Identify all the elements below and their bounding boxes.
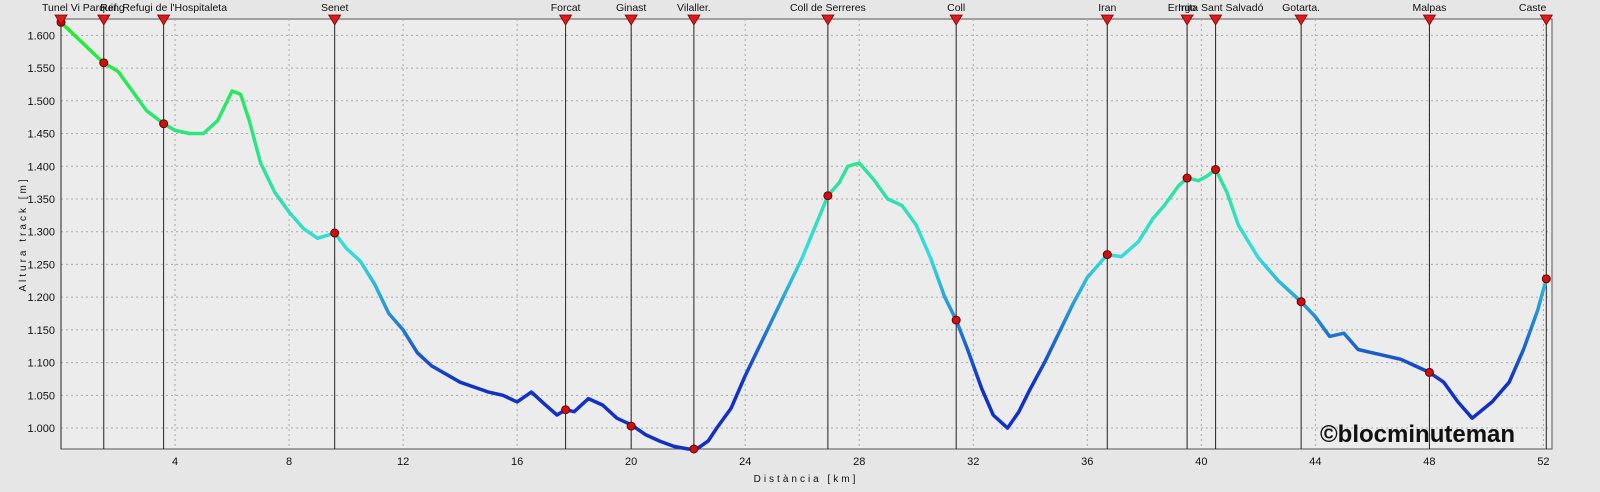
waypoint-marker	[156, 14, 171, 26]
waypoint-label: Coll de Serreres	[790, 2, 866, 14]
waypoint-marker	[54, 14, 68, 26]
x-tick-label: 44	[1309, 456, 1321, 468]
waypoint-dot	[1211, 165, 1221, 175]
waypoint-dot	[99, 58, 109, 68]
waypoint-dot	[1296, 297, 1306, 307]
y-tick-label: 1.500	[27, 96, 55, 108]
y-tick-label: 1.150	[27, 325, 55, 337]
waypoint-label: Ermita Sant Salvadó	[1168, 2, 1264, 14]
waypoint-marker	[949, 14, 963, 26]
waypoint-label: Vilaller.	[677, 2, 711, 14]
y-tick-label: 1.450	[27, 129, 55, 141]
waypoint-marker	[1539, 14, 1554, 26]
waypoint-marker	[687, 14, 701, 26]
waypoint-dot	[689, 444, 699, 454]
x-tick-label: 4	[172, 456, 178, 468]
waypoint-dot	[330, 228, 340, 238]
waypoint-marker	[558, 14, 573, 26]
waypoint-dot	[823, 191, 833, 201]
grid-lines	[61, 19, 1552, 449]
waypoint-label: Gotarta.	[1282, 2, 1320, 14]
x-axis-title: Distància [km]	[754, 474, 859, 485]
x-tick-label: 16	[511, 456, 523, 468]
waypoint-label: Forcat	[551, 2, 581, 14]
waypoint-dot	[951, 315, 961, 325]
y-tick-label: 1.100	[27, 358, 55, 370]
x-tick-label: 24	[739, 456, 751, 468]
x-tick-label: 20	[625, 456, 637, 468]
x-tick-label: 52	[1537, 456, 1549, 468]
waypoint-label: Senet	[321, 2, 349, 14]
waypoint-marker	[821, 14, 835, 26]
x-tick-label: 32	[967, 456, 979, 468]
elevation-line	[59, 21, 1548, 451]
waypoint-marker	[624, 14, 638, 26]
waypoint-label: Malpas	[1412, 2, 1446, 14]
waypoint-dot	[1541, 274, 1551, 284]
x-tick-label: 12	[397, 456, 409, 468]
waypoint-dot	[626, 421, 636, 431]
x-tick-labels: 4 8 12 16 20 24 28 32 36 40 44 48 52	[172, 456, 1550, 468]
y-tick-label: 1.400	[27, 161, 55, 173]
x-tick-label: 36	[1081, 456, 1093, 468]
waypoint-marker	[1100, 14, 1114, 26]
waypoint-marker	[1208, 14, 1223, 26]
x-tick-label: 8	[286, 456, 292, 468]
waypoint-dot	[1424, 367, 1434, 377]
watermark-text: ©blocminuteman	[1320, 421, 1515, 448]
y-tick-label: 1.250	[27, 259, 55, 271]
waypoint-marker	[1422, 14, 1437, 26]
waypoint-label: Tunel Vi	[42, 2, 80, 14]
y-tick-label: 1.300	[27, 227, 55, 239]
waypoint-dots	[56, 17, 1551, 454]
y-tick-labels: 1.000 1.050 1.100 1.150 1.200 1.250 1.300 1.350…	[27, 30, 55, 435]
y-tick-label: 1.600	[27, 30, 55, 42]
waypoint-marker	[327, 14, 342, 26]
y-tick-label: 1.000	[27, 423, 55, 435]
y-tick-label: 1.050	[27, 390, 55, 402]
waypoint-marker	[1180, 14, 1194, 26]
plot-area	[60, 18, 1553, 450]
waypoint-label: Caste	[1519, 2, 1547, 14]
x-tick-label: 40	[1195, 456, 1207, 468]
waypoint-dot	[159, 119, 169, 129]
waypoint-dot	[561, 405, 571, 415]
y-tick-label: 1.350	[27, 194, 55, 206]
waypoint-label: Ginast	[616, 2, 646, 14]
waypoint-marker	[97, 14, 111, 26]
waypoint-label: Irgo	[1178, 2, 1196, 14]
x-tick-label: 28	[853, 456, 865, 468]
waypoint-marker	[1294, 14, 1308, 26]
x-tick-label: 48	[1423, 456, 1435, 468]
waypoint-label: Coll	[947, 2, 965, 14]
waypoint-label: Iran	[1098, 2, 1116, 14]
waypoint-dot	[1102, 250, 1112, 260]
y-tick-label: 1.200	[27, 292, 55, 304]
y-tick-label: 1.550	[27, 63, 55, 75]
y-axis-title: Altura track [m]	[18, 176, 29, 291]
waypoint-label: Parquing	[83, 2, 125, 14]
waypoint-markers	[54, 14, 1554, 26]
waypoint-dot	[1182, 173, 1192, 183]
waypoint-label: Ref. Refugi de l'Hospitaleta	[100, 2, 227, 14]
